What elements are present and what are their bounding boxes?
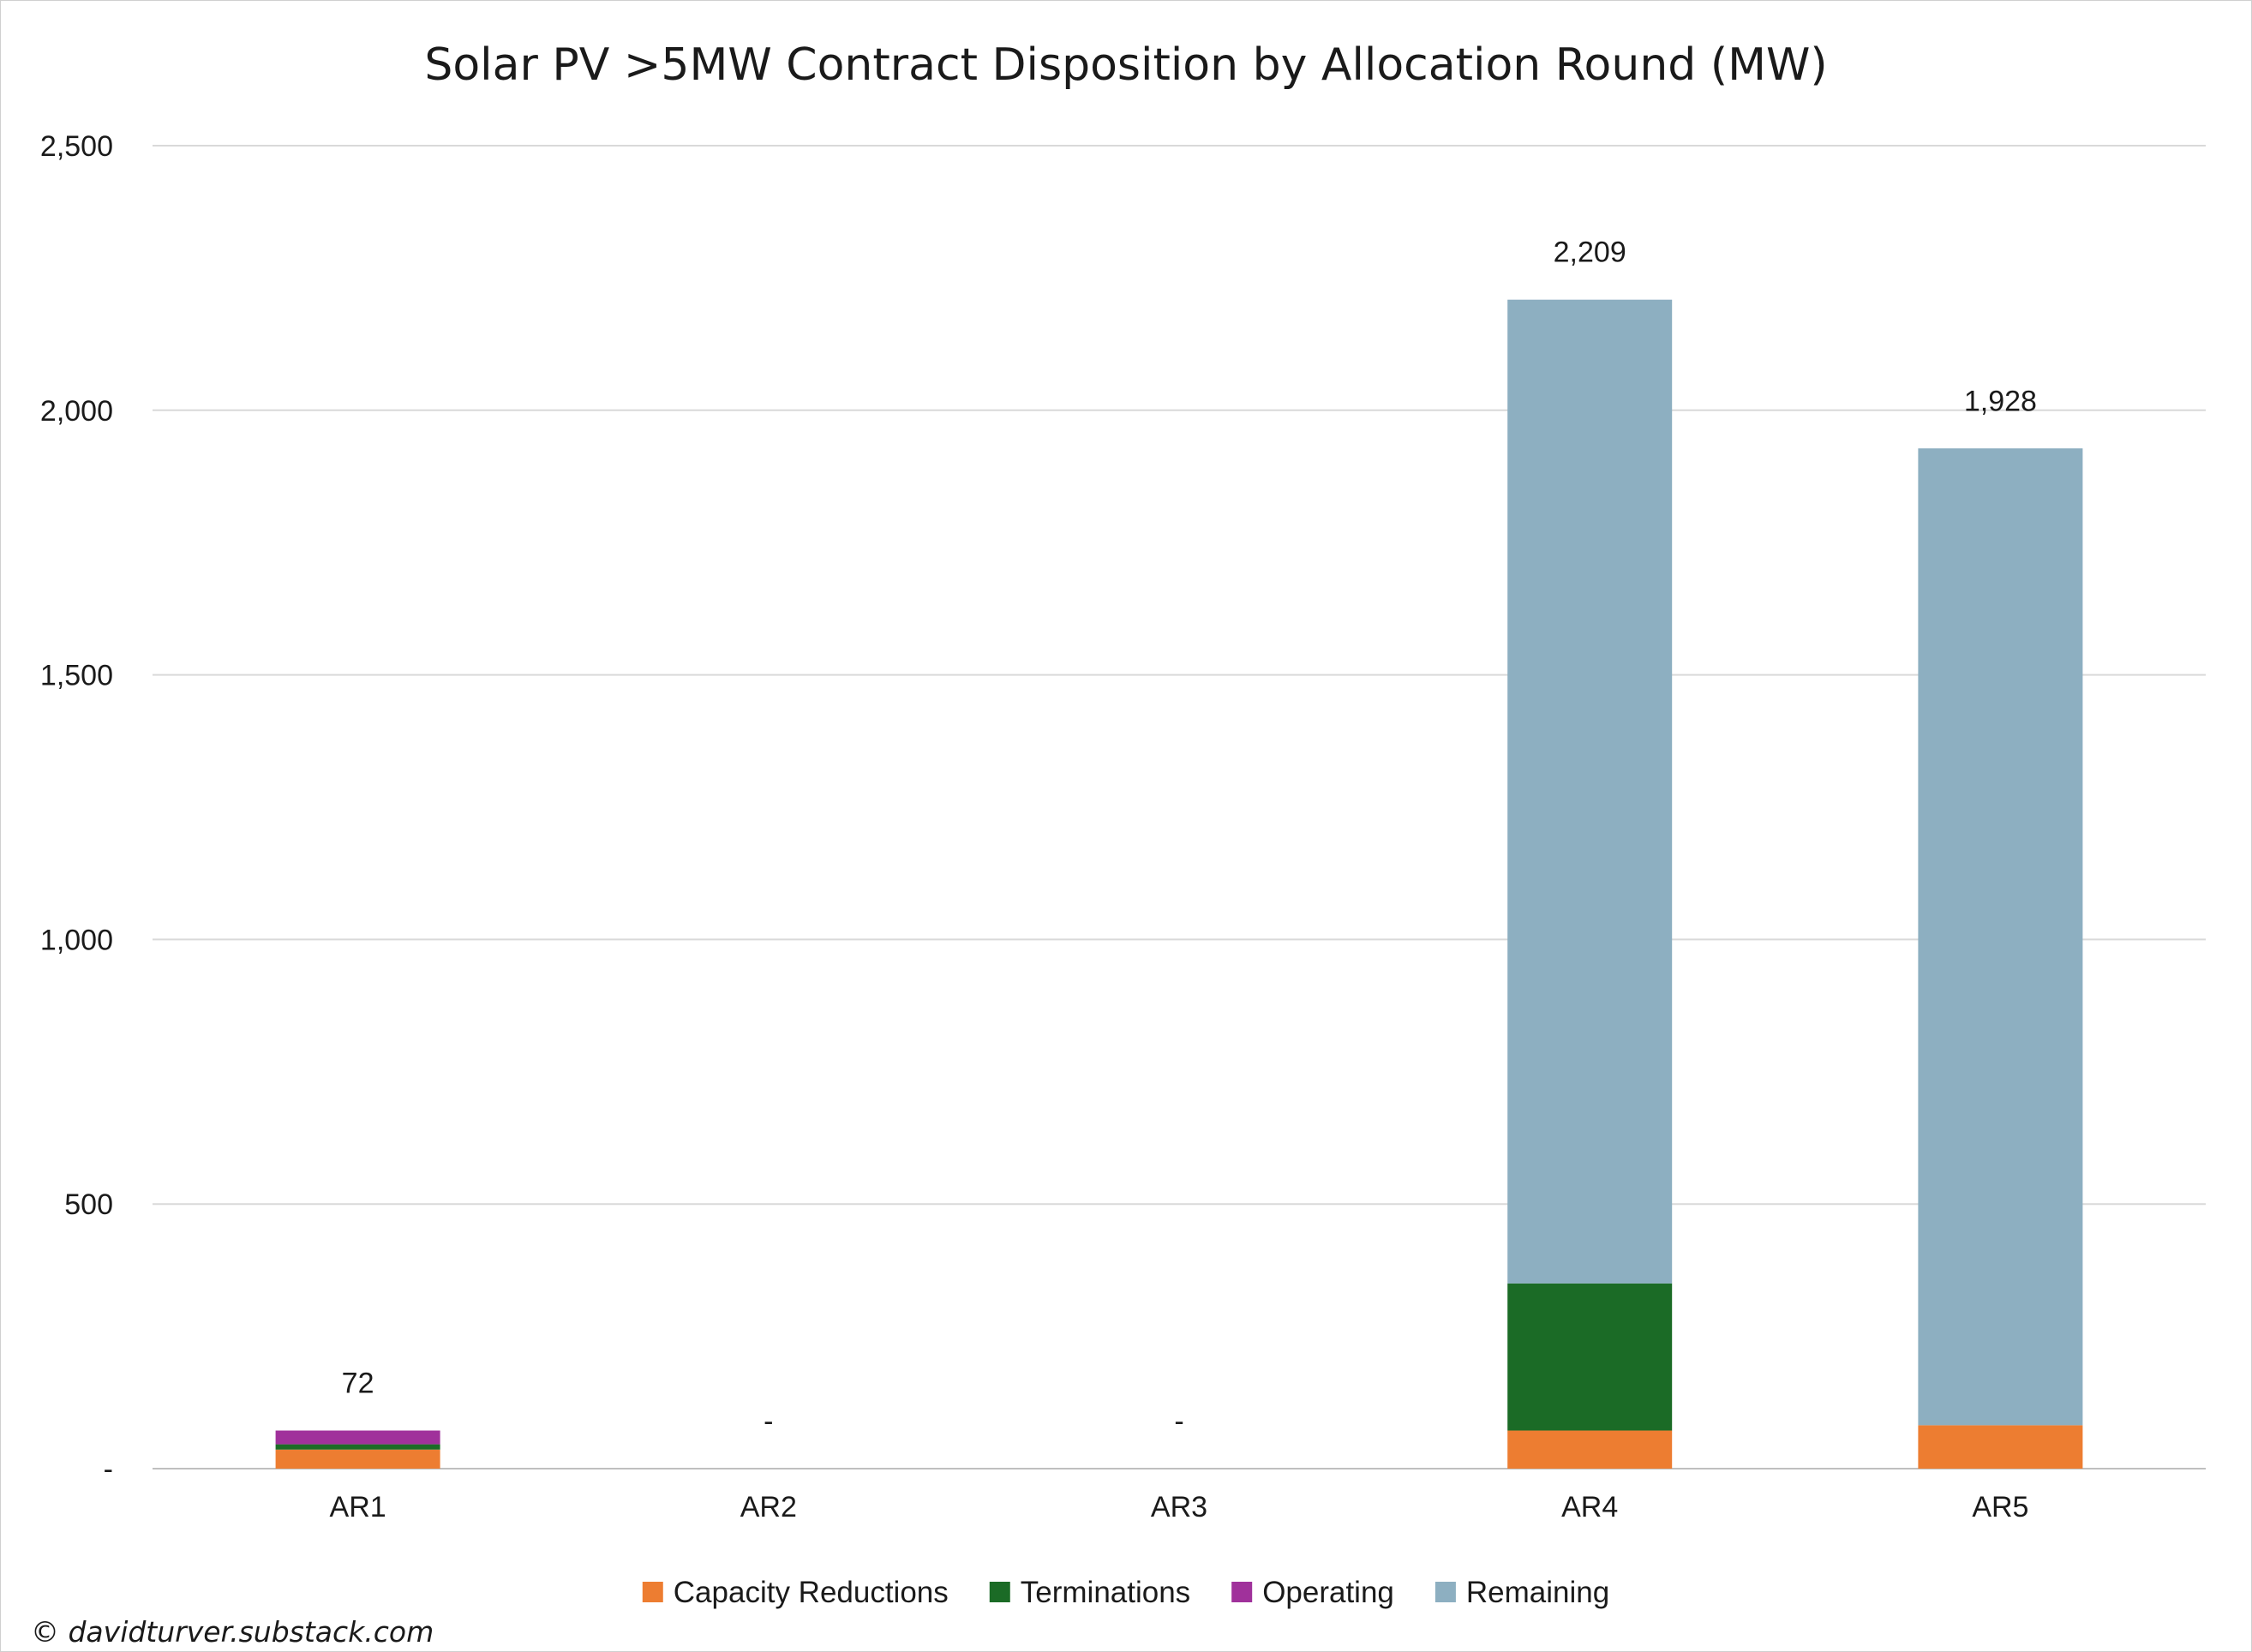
bars	[275, 299, 2083, 1469]
y-axis: - 500 1,000 1,500 2,000 2,500	[40, 130, 113, 1486]
y-tick-label: 2,500	[40, 130, 113, 163]
total-data-label: 2,209	[1554, 236, 1626, 269]
total-data-label: 72	[342, 1368, 374, 1400]
bar-segment-terminations	[275, 1444, 440, 1450]
total-data-label: -	[1174, 1405, 1183, 1438]
x-tick-label: AR2	[740, 1491, 797, 1523]
legend-label: Operating	[1262, 1576, 1394, 1609]
total-labels: 72 - - 2,209 1,928	[342, 236, 2037, 1438]
bar-segment-capacity-reductions	[275, 1449, 440, 1469]
total-data-label: 1,928	[1964, 385, 2037, 417]
y-tick-label: 2,000	[40, 395, 113, 428]
y-tick-label: 1,500	[40, 660, 113, 692]
y-tick-label: 1,000	[40, 924, 113, 956]
legend-swatch	[989, 1582, 1010, 1602]
x-tick-label: AR5	[1972, 1491, 2028, 1523]
total-data-label: -	[764, 1405, 773, 1438]
gridlines	[153, 145, 2206, 1469]
bar-segment-remaining	[1918, 448, 2083, 1426]
chart-title: Solar PV >5MW Contract Disposition by Al…	[424, 39, 1827, 91]
x-tick-label: AR4	[1561, 1491, 1618, 1523]
legend-swatch	[1434, 1582, 1456, 1602]
copyright-credit: © davidturver.substack.com	[31, 1615, 434, 1649]
legend-swatch	[642, 1582, 663, 1602]
legend-label: Terminations	[1021, 1576, 1190, 1609]
bar-segment-capacity-reductions	[1918, 1425, 2083, 1469]
y-tick-label: 500	[64, 1188, 113, 1221]
legend: Capacity Reductions Terminations Operating…	[642, 1576, 1609, 1609]
y-tick-label: -	[104, 1453, 113, 1486]
x-tick-label: AR1	[330, 1491, 386, 1523]
bar-segment-remaining	[1507, 299, 1673, 1284]
x-axis: AR1 AR2 AR3 AR4 AR5	[330, 1491, 2029, 1523]
bar-segment-terminations	[1507, 1283, 1673, 1431]
legend-swatch	[1231, 1582, 1253, 1602]
legend-label: Capacity Reductions	[674, 1576, 949, 1609]
bar-segment-operating	[275, 1430, 440, 1445]
legend-label: Remaining	[1466, 1576, 1609, 1609]
x-tick-label: AR3	[1151, 1491, 1207, 1523]
bar-segment-capacity-reductions	[1507, 1430, 1673, 1469]
